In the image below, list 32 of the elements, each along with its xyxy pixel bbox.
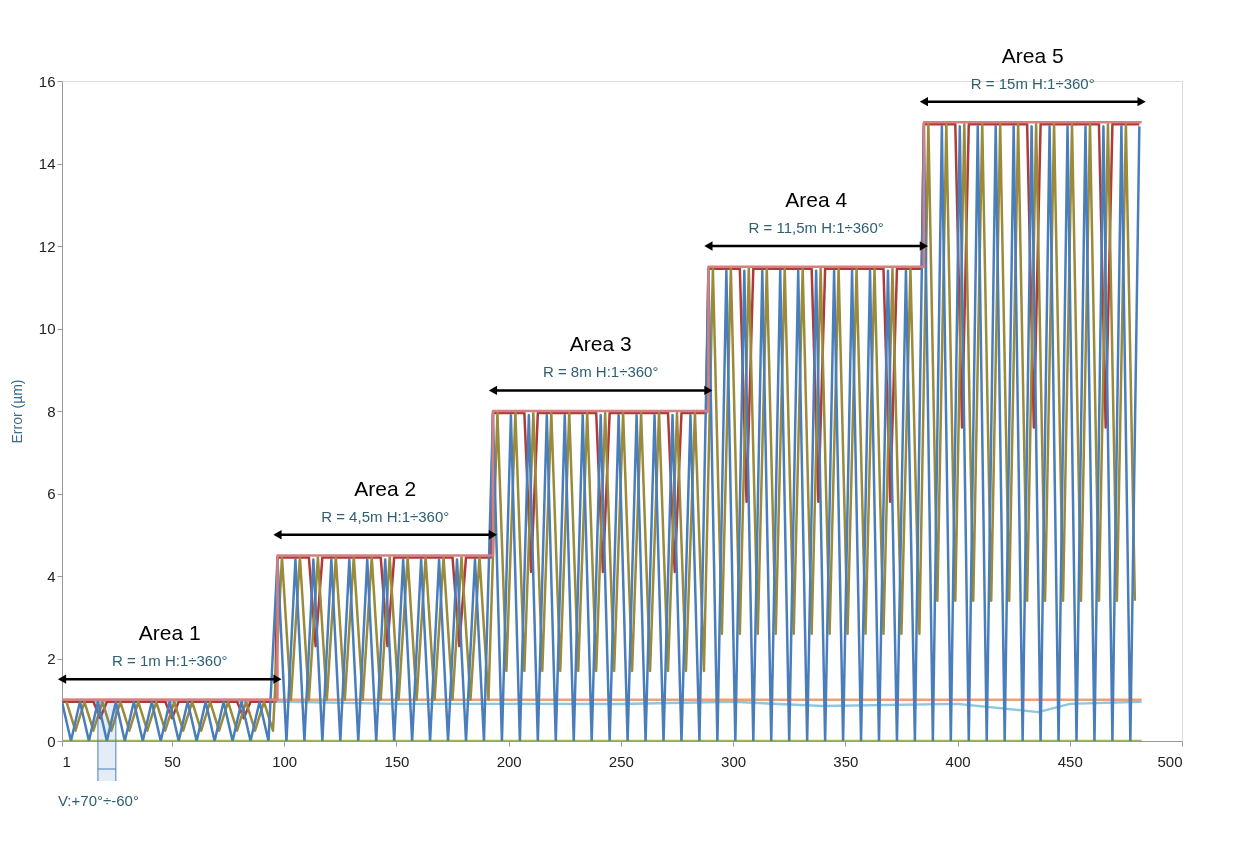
band-label: V:+70°÷-60° — [57, 792, 139, 809]
x-tick-label: 200 — [496, 752, 522, 770]
x-tick-label: 450 — [1057, 752, 1083, 770]
annotation: Area 2 — [354, 476, 417, 500]
annotation: Area 4 — [785, 188, 848, 211]
x-tick-label: 250 — [608, 752, 634, 770]
y-tick-label: 8 — [47, 402, 56, 420]
y-tick-label: 2 — [47, 650, 56, 667]
y-tick-label: 14 — [38, 155, 56, 172]
annotation: R = 4,5m H:1÷360° — [321, 507, 450, 525]
annotation: R = 8m H:1÷360° — [542, 363, 659, 381]
annotation: R = 15m H:1÷360° — [970, 74, 1095, 92]
x-tick-label: 500 — [1157, 752, 1183, 770]
y-tick-label: 6 — [47, 485, 56, 502]
y-tick-label: 16 — [38, 72, 56, 90]
x-tick-label: 300 — [721, 752, 747, 770]
x-tick-label: 400 — [945, 752, 971, 770]
annotation: Area 3 — [569, 332, 632, 356]
y-tick-label: 4 — [47, 567, 56, 585]
annotation: Area 1 — [138, 621, 201, 645]
x-tick-label: 350 — [833, 752, 859, 770]
annotation: R = 1m H:1÷360° — [111, 652, 228, 670]
annotation: R = 11,5m H:1÷360° — [748, 219, 884, 236]
y-tick-label: 12 — [38, 237, 56, 255]
text: Area 5 — [1001, 43, 1064, 67]
x-tick-label: 1 — [62, 752, 71, 770]
y-tick-label: 10 — [38, 320, 56, 337]
x-tick-label: 150 — [384, 752, 410, 770]
x-tick-label: 50 — [164, 752, 181, 770]
x-tick-label: 100 — [272, 752, 298, 770]
y-axis-title: Error (µm) — [8, 379, 25, 444]
y-tick-label: 0 — [47, 732, 56, 750]
